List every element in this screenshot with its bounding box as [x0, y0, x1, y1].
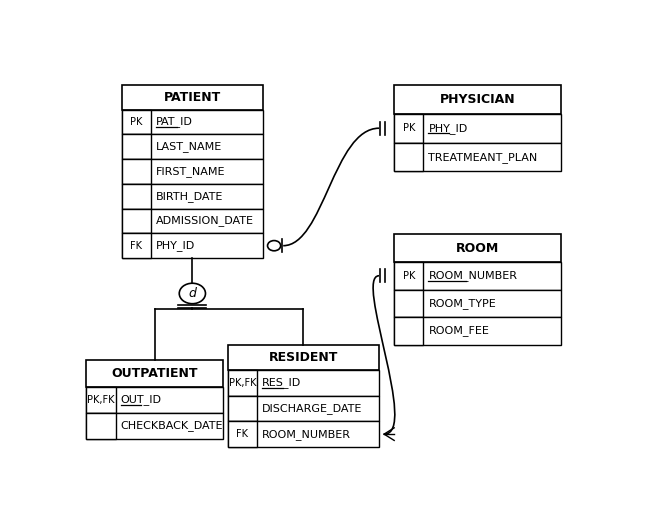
Bar — [122, 110, 263, 134]
Text: LAST_NAME: LAST_NAME — [156, 142, 222, 152]
Bar — [122, 159, 151, 184]
Text: FK: FK — [236, 429, 248, 439]
Text: PHY_ID: PHY_ID — [428, 123, 467, 134]
Text: OUT_ID: OUT_ID — [120, 394, 161, 405]
Bar — [228, 370, 379, 396]
Bar — [228, 396, 379, 422]
Text: ROOM_FEE: ROOM_FEE — [428, 326, 490, 336]
Text: RES_ID: RES_ID — [262, 378, 301, 388]
Bar — [87, 413, 116, 439]
Bar — [122, 184, 263, 208]
Bar — [395, 143, 423, 172]
Bar — [122, 159, 263, 184]
Text: PK,FK: PK,FK — [229, 378, 256, 388]
Bar — [395, 262, 561, 290]
Bar — [122, 234, 263, 258]
Text: ROOM_NUMBER: ROOM_NUMBER — [428, 270, 518, 281]
Bar — [228, 370, 257, 396]
Bar — [395, 262, 423, 290]
Bar — [122, 134, 263, 159]
Text: PK: PK — [402, 123, 415, 133]
Text: CHECKBACK_DATE: CHECKBACK_DATE — [120, 421, 223, 431]
Text: PK: PK — [402, 271, 415, 281]
Text: DISCHARGE_DATE: DISCHARGE_DATE — [262, 403, 363, 414]
Bar — [87, 360, 223, 387]
Bar — [228, 344, 379, 370]
Bar — [87, 413, 223, 439]
Bar — [122, 208, 151, 234]
Text: BIRTH_DATE: BIRTH_DATE — [156, 191, 223, 202]
Text: ROOM: ROOM — [456, 242, 499, 254]
Bar — [122, 85, 263, 110]
Text: PHYSICIAN: PHYSICIAN — [439, 93, 515, 106]
Text: RESIDENT: RESIDENT — [269, 351, 338, 364]
Bar — [395, 143, 561, 172]
Bar — [122, 234, 151, 258]
Bar — [395, 290, 561, 317]
Bar — [87, 387, 116, 413]
Bar — [395, 290, 423, 317]
Text: PK,FK: PK,FK — [87, 394, 115, 405]
Text: OUTPATIENT: OUTPATIENT — [111, 367, 198, 380]
Text: PATIENT: PATIENT — [164, 91, 221, 104]
Text: PAT_ID: PAT_ID — [156, 117, 193, 127]
Text: TREATMEANT_PLAN: TREATMEANT_PLAN — [428, 152, 538, 162]
Text: ROOM_NUMBER: ROOM_NUMBER — [262, 429, 351, 439]
Bar — [122, 110, 151, 134]
Text: ROOM_TYPE: ROOM_TYPE — [428, 298, 496, 309]
Bar — [228, 422, 257, 447]
Bar — [228, 422, 379, 447]
Text: d: d — [188, 287, 197, 300]
Bar — [395, 235, 561, 262]
Bar — [228, 396, 257, 422]
Bar — [395, 114, 561, 143]
Text: FK: FK — [130, 241, 143, 251]
Bar — [122, 184, 151, 208]
Bar — [395, 317, 561, 344]
Text: PK: PK — [130, 117, 143, 127]
Bar — [122, 208, 263, 234]
Bar — [122, 134, 151, 159]
Bar — [395, 317, 423, 344]
Bar — [395, 85, 561, 114]
Bar — [87, 387, 223, 413]
Text: FIRST_NAME: FIRST_NAME — [156, 166, 225, 177]
Text: PHY_ID: PHY_ID — [156, 240, 195, 251]
Text: ADMISSION_DATE: ADMISSION_DATE — [156, 216, 254, 226]
Bar — [395, 114, 423, 143]
